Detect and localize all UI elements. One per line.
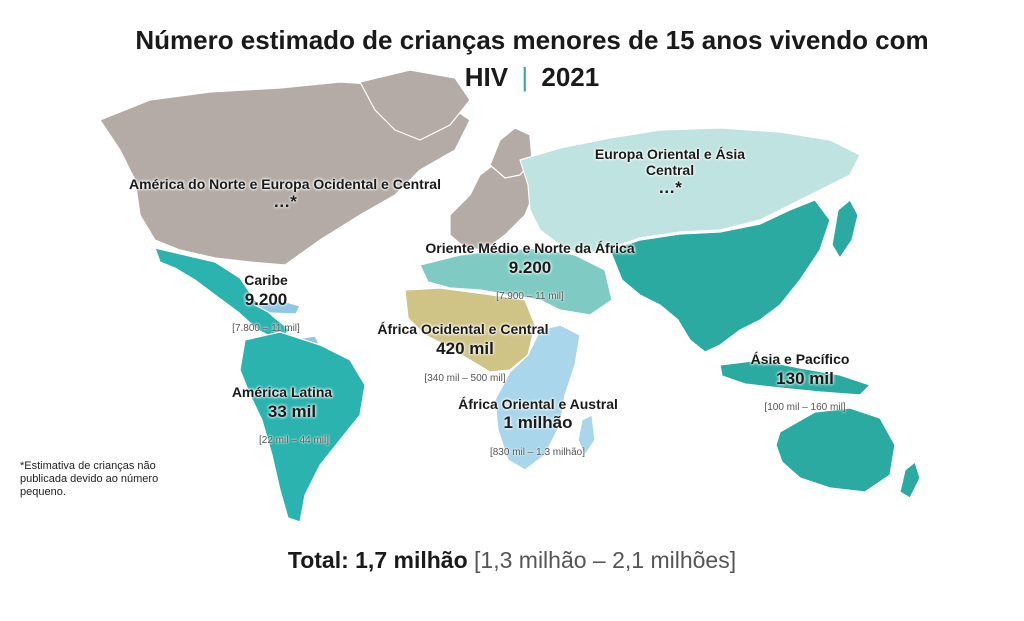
range-mena: [7.900 – 11 mil] (496, 291, 564, 302)
region-esa (494, 324, 581, 471)
value-eeca: …* (658, 178, 682, 197)
value-asia-pacific: 130 mil (776, 369, 834, 388)
range-esa: [830 mil – 1.3 milhão] (489, 447, 586, 458)
title-separator: | (521, 62, 529, 92)
region-greenland (359, 69, 471, 141)
region-asia-mainland (609, 199, 831, 353)
range-latin-america: [22 mil – 44 mil] (258, 435, 330, 446)
title-hiv: HIV (464, 62, 509, 92)
total-label: Total: 1,7 milhão (287, 547, 468, 573)
region-japan (831, 199, 859, 259)
title-year: 2021 (541, 62, 600, 92)
value-latin-america: 33 mil (267, 402, 317, 421)
value-na-europe: …* (273, 192, 297, 211)
region-eeca (519, 127, 861, 256)
range-asia-pacific: [100 mil – 160 mil] (764, 402, 846, 413)
value-caribbean: 9.200 (244, 290, 288, 309)
region-new-zealand (899, 461, 921, 499)
label-na-europe: América do Norte e Europa Ocidental e Ce… (129, 176, 441, 192)
label-mena: Oriente Médio e Norte da África (425, 240, 635, 256)
label-eeca: Europa Oriental e Ásia Central (594, 146, 746, 178)
label-asia-pacific: Ásia e Pacífico (750, 351, 850, 367)
region-north-america (99, 81, 471, 266)
region-madagascar (577, 414, 596, 456)
label-latin-america: América Latina (231, 384, 333, 400)
region-indonesia (719, 359, 871, 396)
value-mena: 9.200 (508, 258, 552, 277)
value-wca: 420 mil (436, 339, 494, 358)
footnote: *Estimativa de crianças não publicada de… (20, 460, 159, 498)
region-wca (404, 287, 536, 373)
label-caribbean: Caribe (244, 272, 288, 288)
region-mena (419, 247, 613, 316)
label-wca: África Ocidental e Central (377, 321, 549, 337)
value-esa: 1 milhão (503, 413, 573, 432)
range-caribbean: [7.800 – 11 mil] (232, 323, 300, 334)
label-esa: África Oriental e Austral (458, 396, 618, 412)
region-south-america (239, 331, 366, 523)
total-summary: Total: 1,7 milhão [1,3 milhão – 2,1 milh… (0, 545, 1024, 575)
title-line-1: Número estimado de crianças menores de 1… (135, 25, 929, 55)
range-wca: [340 mil – 500 mil] (424, 373, 506, 384)
title-line-2: HIV | 2021 (40, 59, 1024, 96)
region-australia (775, 407, 896, 493)
total-range: [1,3 milhão – 2,1 milhões] (474, 547, 737, 573)
map-title: Número estimado de crianças menores de 1… (40, 22, 1024, 96)
